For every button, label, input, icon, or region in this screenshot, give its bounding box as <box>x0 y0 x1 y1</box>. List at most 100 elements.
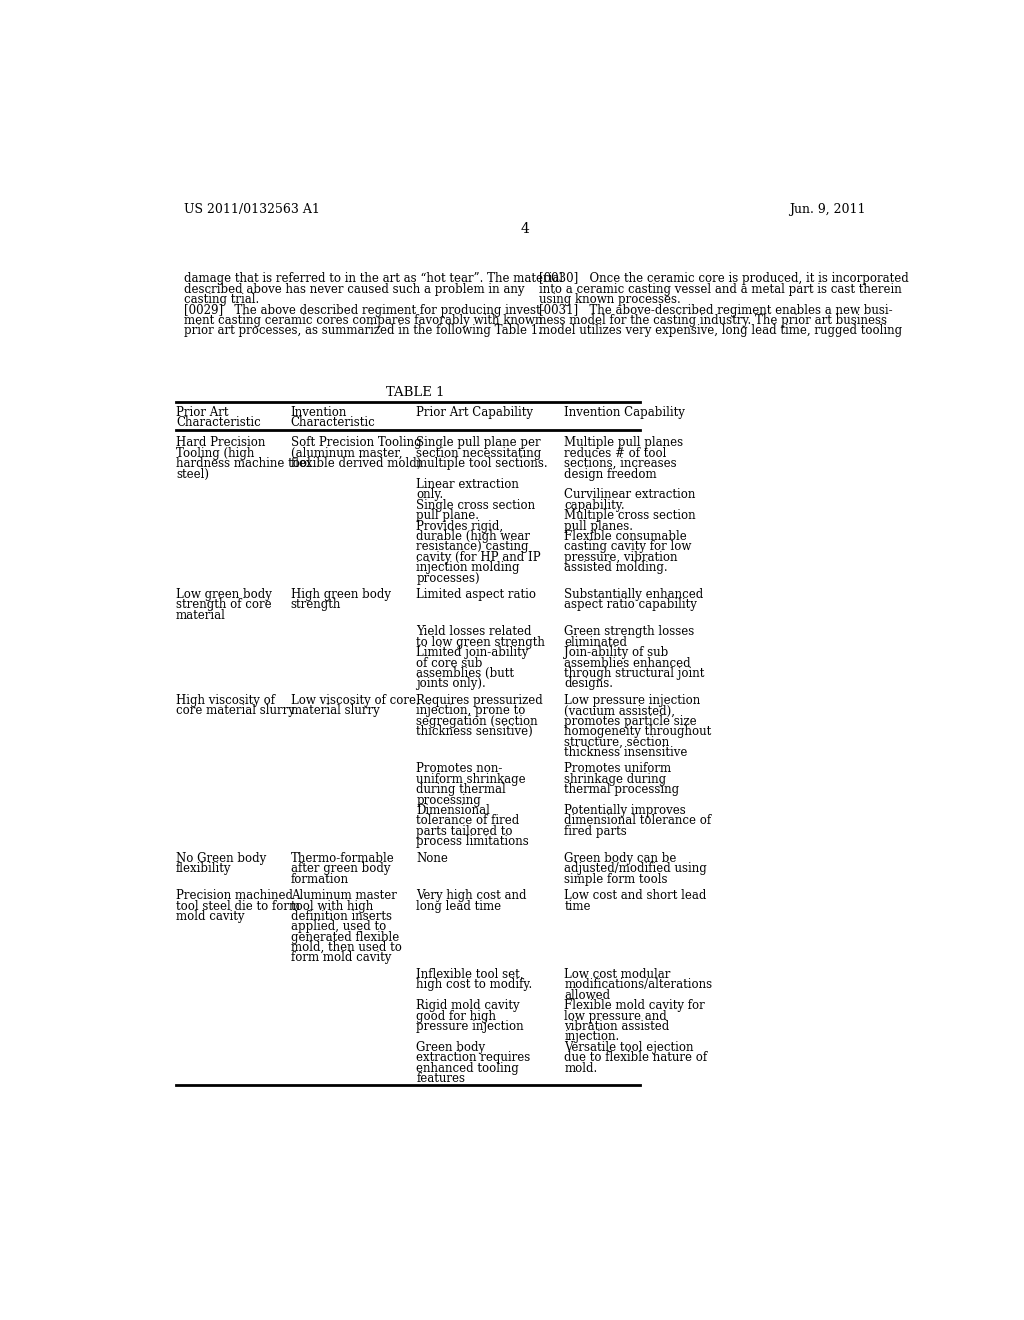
Text: Yield losses related: Yield losses related <box>417 626 531 639</box>
Text: [0030]   Once the ceramic core is produced, it is incorporated: [0030] Once the ceramic core is produced… <box>539 272 908 285</box>
Text: Flexible consumable: Flexible consumable <box>564 529 687 543</box>
Text: Prior Art: Prior Art <box>176 405 228 418</box>
Text: Substantially enhanced: Substantially enhanced <box>564 589 703 601</box>
Text: injection, prone to: injection, prone to <box>417 705 525 717</box>
Text: promotes particle size: promotes particle size <box>564 714 697 727</box>
Text: [0029]   The above described regiment for producing invest-: [0029] The above described regiment for … <box>183 304 545 317</box>
Text: Dimensional: Dimensional <box>417 804 490 817</box>
Text: using known processes.: using known processes. <box>539 293 681 306</box>
Text: material: material <box>176 609 226 622</box>
Text: enhanced tooling: enhanced tooling <box>417 1061 519 1074</box>
Text: mold.: mold. <box>564 1061 598 1074</box>
Text: 4: 4 <box>520 222 529 235</box>
Text: eliminated: eliminated <box>564 636 628 649</box>
Text: injection.: injection. <box>564 1031 620 1043</box>
Text: designs.: designs. <box>564 677 613 690</box>
Text: segregation (section: segregation (section <box>417 714 538 727</box>
Text: generated flexible: generated flexible <box>291 931 399 944</box>
Text: structure, section: structure, section <box>564 735 670 748</box>
Text: adjusted/modified using: adjusted/modified using <box>564 862 708 875</box>
Text: Limited aspect ratio: Limited aspect ratio <box>417 589 537 601</box>
Text: multiple tool sections.: multiple tool sections. <box>417 457 548 470</box>
Text: Tooling (high: Tooling (high <box>176 446 254 459</box>
Text: Hard Precision: Hard Precision <box>176 437 265 449</box>
Text: mold, then used to: mold, then used to <box>291 941 401 954</box>
Text: Multiple pull planes: Multiple pull planes <box>564 437 683 449</box>
Text: extraction requires: extraction requires <box>417 1051 530 1064</box>
Text: Join-ability of sub: Join-ability of sub <box>564 647 669 659</box>
Text: good for high: good for high <box>417 1010 497 1023</box>
Text: (aluminum master,: (aluminum master, <box>291 446 402 459</box>
Text: Linear extraction: Linear extraction <box>417 478 519 491</box>
Text: flexibility: flexibility <box>176 862 231 875</box>
Text: assemblies enhanced: assemblies enhanced <box>564 656 691 669</box>
Text: Aluminum master: Aluminum master <box>291 890 396 902</box>
Text: vibration assisted: vibration assisted <box>564 1020 670 1034</box>
Text: Soft Precision Tooling: Soft Precision Tooling <box>291 437 421 449</box>
Text: Characteristic: Characteristic <box>291 416 376 429</box>
Text: Green body: Green body <box>417 1040 485 1053</box>
Text: fired parts: fired parts <box>564 825 627 838</box>
Text: casting cavity for low: casting cavity for low <box>564 540 691 553</box>
Text: uniform shrinkage: uniform shrinkage <box>417 774 526 785</box>
Text: high cost to modify.: high cost to modify. <box>417 978 532 991</box>
Text: ness model for the casting industry. The prior art business: ness model for the casting industry. The… <box>539 314 887 327</box>
Text: ment casting ceramic cores compares favorably with known: ment casting ceramic cores compares favo… <box>183 314 543 327</box>
Text: reduces # of tool: reduces # of tool <box>564 446 667 459</box>
Text: form mold cavity: form mold cavity <box>291 952 391 965</box>
Text: Promotes uniform: Promotes uniform <box>564 763 672 775</box>
Text: (vacuum assisted),: (vacuum assisted), <box>564 705 675 717</box>
Text: injection molding: injection molding <box>417 561 520 574</box>
Text: model utilizes very expensive, long lead time, rugged tooling: model utilizes very expensive, long lead… <box>539 325 902 338</box>
Text: pressure injection: pressure injection <box>417 1020 524 1034</box>
Text: Potentially improves: Potentially improves <box>564 804 686 817</box>
Text: definition inserts: definition inserts <box>291 909 392 923</box>
Text: tool with high: tool with high <box>291 899 373 912</box>
Text: strength: strength <box>291 598 341 611</box>
Text: design freedom: design freedom <box>564 467 657 480</box>
Text: resistance) casting: resistance) casting <box>417 540 528 553</box>
Text: Multiple cross section: Multiple cross section <box>564 510 696 523</box>
Text: Rigid mold cavity: Rigid mold cavity <box>417 999 520 1012</box>
Text: flexible derived mold): flexible derived mold) <box>291 457 421 470</box>
Text: allowed: allowed <box>564 989 610 1002</box>
Text: only.: only. <box>417 488 443 502</box>
Text: hardness machine tool: hardness machine tool <box>176 457 311 470</box>
Text: joints only).: joints only). <box>417 677 486 690</box>
Text: TABLE 1: TABLE 1 <box>385 385 444 399</box>
Text: capability.: capability. <box>564 499 625 512</box>
Text: Invention Capability: Invention Capability <box>564 405 685 418</box>
Text: steel): steel) <box>176 467 209 480</box>
Text: aspect ratio capability: aspect ratio capability <box>564 598 697 611</box>
Text: Low pressure injection: Low pressure injection <box>564 694 700 708</box>
Text: None: None <box>417 851 449 865</box>
Text: Low cost and short lead: Low cost and short lead <box>564 890 707 902</box>
Text: shrinkage during: shrinkage during <box>564 774 667 785</box>
Text: pull plane.: pull plane. <box>417 510 479 523</box>
Text: Promotes non-: Promotes non- <box>417 763 503 775</box>
Text: mold cavity: mold cavity <box>176 909 245 923</box>
Text: Jun. 9, 2011: Jun. 9, 2011 <box>790 203 866 216</box>
Text: durable (high wear: durable (high wear <box>417 529 530 543</box>
Text: Prior Art Capability: Prior Art Capability <box>417 405 534 418</box>
Text: time: time <box>564 899 591 912</box>
Text: thermal processing: thermal processing <box>564 783 680 796</box>
Text: features: features <box>417 1072 465 1085</box>
Text: modifications/alterations: modifications/alterations <box>564 978 713 991</box>
Text: Limited join-ability: Limited join-ability <box>417 647 528 659</box>
Text: due to flexible nature of: due to flexible nature of <box>564 1051 708 1064</box>
Text: Curvilinear extraction: Curvilinear extraction <box>564 488 695 502</box>
Text: prior art processes, as summarized in the following Table 1.: prior art processes, as summarized in th… <box>183 325 542 338</box>
Text: Requires pressurized: Requires pressurized <box>417 694 543 708</box>
Text: Low cost modular: Low cost modular <box>564 968 671 981</box>
Text: [0031]   The above-described regiment enables a new busi-: [0031] The above-described regiment enab… <box>539 304 892 317</box>
Text: pull planes.: pull planes. <box>564 520 633 532</box>
Text: Green body can be: Green body can be <box>564 851 677 865</box>
Text: Single pull plane per: Single pull plane per <box>417 437 541 449</box>
Text: Very high cost and: Very high cost and <box>417 890 526 902</box>
Text: sections, increases: sections, increases <box>564 457 677 470</box>
Text: processing: processing <box>417 793 481 807</box>
Text: material slurry: material slurry <box>291 705 380 717</box>
Text: US 2011/0132563 A1: US 2011/0132563 A1 <box>183 203 319 216</box>
Text: into a ceramic casting vessel and a metal part is cast therein: into a ceramic casting vessel and a meta… <box>539 282 901 296</box>
